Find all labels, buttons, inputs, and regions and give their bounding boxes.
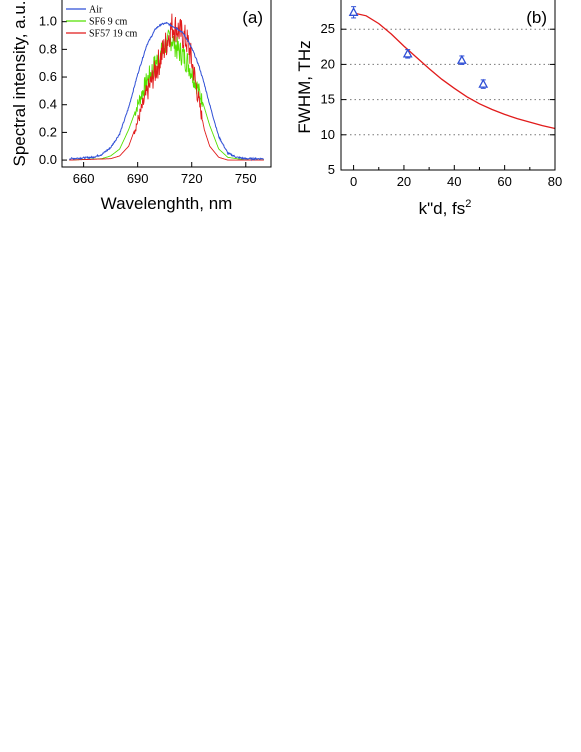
panel-a-y-tick-label: 0.6 — [39, 69, 57, 84]
panel-b-label: (b) — [526, 8, 547, 27]
panel-b-x-axis-title-text: k"d, fs — [419, 199, 466, 218]
panel-a-y-tick-label: 1.0 — [39, 14, 57, 29]
legend-entry: SF6 9 cm — [89, 17, 128, 28]
panel-b-data-point — [456, 54, 467, 65]
panel-a-frame — [61, 0, 272, 168]
panel-b-x-tick-label: 20 — [397, 174, 411, 189]
triangle-marker — [402, 48, 413, 58]
panel-a-series — [69, 13, 264, 162]
panel-a-x-axis-title: Wavelenghth, nm — [101, 194, 233, 213]
panel-b-y-tick-label: 5 — [328, 162, 335, 177]
panel-b-frame — [340, 0, 556, 171]
panel-b-y-axis-title: FWHM, THz — [295, 40, 314, 133]
panel-a-x-tick-label: 750 — [235, 171, 257, 186]
panel-b-series — [348, 6, 556, 130]
panel-b-data-point — [478, 78, 489, 89]
panel-b-x-axis-title: k"d, fs2 — [419, 198, 472, 218]
legend-entry: SF57 19 cm — [89, 29, 138, 40]
panel-a-series-line — [69, 13, 264, 161]
panel-b-x-tick-label: 60 — [497, 174, 511, 189]
panel-a-y-tick-label: 0.8 — [39, 41, 57, 56]
panel-a-label: (a) — [242, 8, 263, 27]
panel-a-series-line — [69, 21, 264, 162]
panel-b-y-tick-label: 20 — [321, 56, 335, 71]
panel-a-x-tick-label: 660 — [73, 171, 95, 186]
triangle-marker — [478, 78, 489, 88]
panel-a-y-tick-label: 0.4 — [39, 97, 57, 112]
panel-b-data-point — [348, 6, 359, 19]
legend-entry: Air — [89, 5, 103, 16]
triangle-marker — [348, 6, 359, 16]
panel-b-x-tick-label: 80 — [548, 174, 562, 189]
triangle-marker — [456, 54, 467, 64]
panel-b-y-tick-label: 10 — [321, 127, 335, 142]
panel-a-y-tick-label: 0.2 — [39, 124, 57, 139]
panel-b-y-tick-label: 30 — [321, 0, 335, 1]
panel-a-y-tick-label: 0.0 — [39, 152, 57, 167]
panel-b-fit-curve — [353, 12, 556, 130]
panel-b-gridlines — [341, 28, 555, 136]
panel-b-x-tick-label: 40 — [447, 174, 461, 189]
panel-b-data-point — [402, 48, 413, 59]
panel-b-y-tick-label: 25 — [321, 21, 335, 36]
panel-b-ticks: 0 20 40 60 80 5 10 15 20 25 30 — [321, 0, 563, 189]
panel-b-x-axis-title-superscript: 2 — [465, 198, 471, 210]
panel-a-x-tick-label: 720 — [181, 171, 203, 186]
panel-b-y-tick-label: 15 — [321, 92, 335, 107]
panel-a-x-tick-label: 690 — [127, 171, 149, 186]
panel-b: 0 20 40 60 80 5 10 15 20 25 30 (b) k"d, fs2 FWHM, … — [295, 0, 562, 218]
panel-a-ticks: 660 690 720 750 0.0 0.2 0.4 0.6 0.8 1.0 1.2 — [39, 0, 257, 186]
panel-a-y-tick-label: 1.2 — [39, 0, 57, 1]
panel-b-x-tick-label: 0 — [350, 174, 357, 189]
panel-a-y-axis-title: Spectral intensity, a.u. — [10, 1, 29, 167]
panel-a: 660 690 720 750 0.0 0.2 0.4 0.6 0.8 1.0 1.2 AirSF6… — [10, 0, 272, 213]
